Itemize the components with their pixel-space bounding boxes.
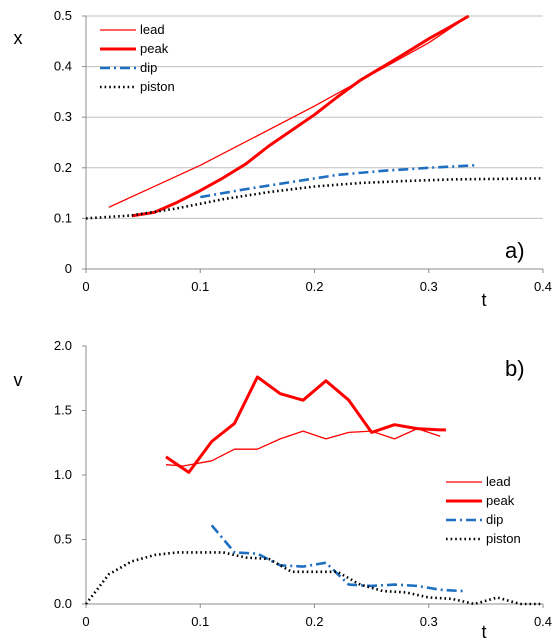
y-tick-label: 0.1: [54, 210, 72, 225]
series-line-lead: [108, 15, 470, 208]
y-axis-label: v: [14, 370, 23, 390]
x-tick-label: 0: [82, 279, 89, 294]
x-tick-label: 0.4: [534, 614, 552, 629]
y-tick-label: 0.3: [54, 109, 72, 124]
x-tick-label: 0.2: [305, 279, 323, 294]
y-tick-label: 0.5: [54, 532, 72, 547]
y-tick-label: 0.4: [54, 59, 72, 74]
x-tick-label: 0.1: [191, 614, 209, 629]
series-line-dip: [210, 524, 464, 593]
x-tick-label: 0.3: [420, 279, 438, 294]
legend-label-lead: lead: [486, 474, 511, 489]
y-tick-label: 0.5: [54, 8, 72, 23]
x-tick-label: 0.1: [191, 279, 209, 294]
series-line-piston: [84, 551, 543, 606]
series-line-peak: [165, 375, 446, 474]
x-tick-label: 0.4: [534, 279, 552, 294]
y-tick-label: 0.2: [54, 160, 72, 175]
legend-label-dip: dip: [140, 60, 157, 75]
legend-label-dip: dip: [486, 512, 503, 527]
series-line-dip: [200, 164, 475, 199]
chart-panel-a: 0 0.1 0.2 0.3 0.4 0.5 0 0.1 0.2 0.3 0.4 x t a) lead pea…: [14, 8, 553, 310]
series-line-piston: [85, 177, 544, 220]
y-tick-label: 1.5: [54, 403, 72, 418]
y-axis-label: x: [14, 28, 23, 48]
y-tick-label: 0.0: [54, 596, 72, 611]
chart-panel-b: 0.0 0.5 1.0 1.5 2.0 0 0.1 0.2 0.3 0.4 v t b) lead peak…: [14, 338, 553, 642]
y-tick-label: 2.0: [54, 338, 72, 353]
x-tick-label: 0: [82, 614, 89, 629]
legend-label-lead: lead: [140, 22, 165, 37]
legend: lead peak dip piston: [446, 474, 521, 546]
series-line-lead: [165, 427, 441, 467]
y-tick-label: 1.0: [54, 467, 72, 482]
x-tick-label: 0.3: [420, 614, 438, 629]
panel-label: b): [505, 356, 525, 381]
x-axis-label: t: [481, 622, 486, 642]
series-line-peak: [131, 14, 470, 218]
legend-label-peak: peak: [140, 41, 169, 56]
panel-label: a): [505, 238, 525, 263]
legend-label-peak: peak: [486, 493, 515, 508]
legend: lead peak dip piston: [100, 22, 175, 94]
y-tick-label: 0: [65, 261, 72, 276]
x-axis-label: t: [481, 290, 486, 310]
x-tick-label: 0.2: [305, 614, 323, 629]
legend-label-piston: piston: [486, 531, 521, 546]
legend-label-piston: piston: [140, 79, 175, 94]
